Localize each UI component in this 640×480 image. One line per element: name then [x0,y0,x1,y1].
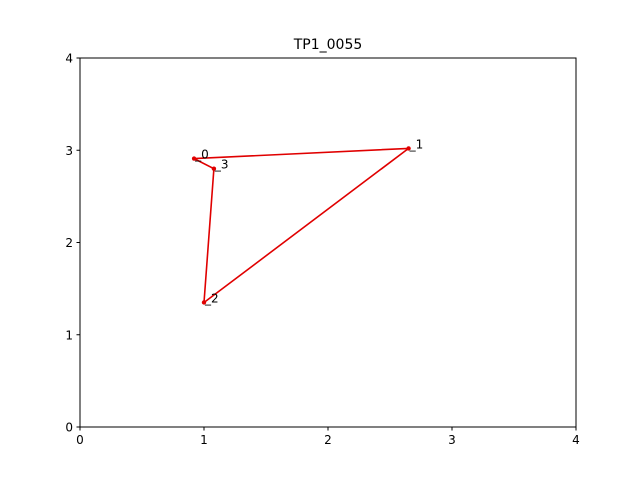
y-tick-label: 1 [65,328,73,342]
y-tick-label: 4 [65,52,73,66]
x-tick-label: 2 [324,433,332,447]
point-label: _3 [214,158,229,172]
y-tick-label: 3 [65,144,73,158]
data-point [211,166,217,171]
plot-area [79,57,577,428]
x-axis: 0 1 2 3 4 [76,427,580,447]
point-label: _1 [409,137,424,151]
data-point [201,300,207,305]
data-point [191,156,197,161]
x-tick-label: 3 [448,433,456,447]
series-layer: _0 _1 _2 _3 [191,137,424,305]
y-axis: 0 1 2 3 4 [65,52,80,435]
chart-title: TP1_0055 [293,37,363,53]
y-tick-label: 2 [65,236,73,250]
x-tick-label: 0 [76,433,84,447]
x-tick-label: 4 [572,433,580,447]
x-tick-label: 1 [200,433,208,447]
y-tick-label: 0 [65,421,73,435]
point-label: _2 [204,291,219,305]
point-label: _0 [194,148,209,162]
data-point [406,146,411,151]
